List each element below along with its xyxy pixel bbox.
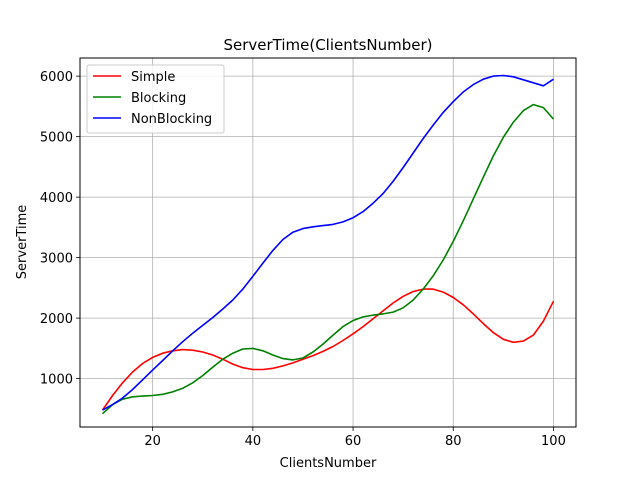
grid [80, 58, 576, 427]
series-lines [101, 74, 555, 415]
y-tick-label: 5000 [40, 131, 73, 146]
legend-label-nonblocking: NonBlocking [131, 112, 212, 127]
x-tick-label: 100 [541, 434, 566, 449]
series-line-nonblocking [102, 74, 554, 411]
chart-title: ServerTime(ClientsNumber) [223, 36, 432, 54]
series-line-blocking [101, 103, 555, 415]
legend: Simple Blocking NonBlocking [86, 64, 225, 134]
plot-frame [79, 57, 577, 428]
y-tick-label: 3000 [40, 252, 73, 267]
y-tick-label: 4000 [40, 191, 73, 206]
axis-ticks: 20 40 60 80 100 1000 2000 3000 4000 5000 6000 [40, 70, 566, 449]
legend-box [86, 64, 225, 134]
y-axis-label: ServerTime [15, 205, 30, 279]
y-tick-label: 2000 [40, 312, 73, 327]
x-axis-label: ClientsNumber [280, 456, 377, 471]
series-line-simple [101, 288, 555, 411]
x-tick-label: 60 [345, 434, 362, 449]
x-tick-label: 20 [144, 434, 161, 449]
legend-label-blocking: Blocking [131, 91, 186, 106]
legend-entries: Simple Blocking NonBlocking [93, 70, 212, 127]
x-tick-label: 80 [445, 434, 462, 449]
x-tick-label: 40 [245, 434, 262, 449]
y-tick-label: 1000 [40, 373, 73, 388]
legend-label-simple: Simple [131, 70, 175, 85]
y-tick-label: 6000 [40, 70, 73, 85]
